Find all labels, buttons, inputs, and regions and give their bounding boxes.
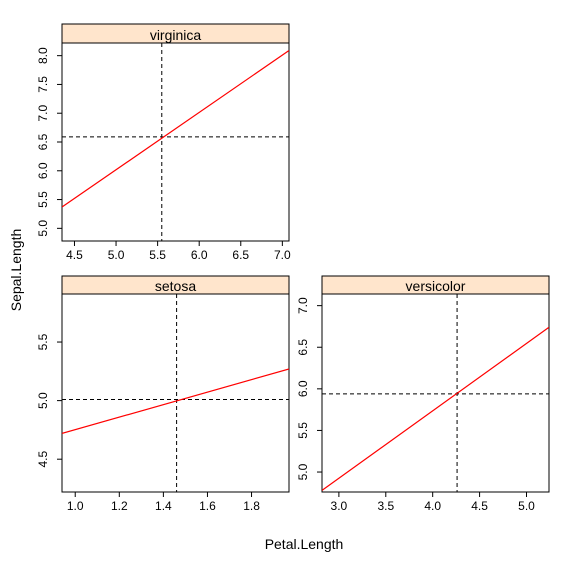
x-tick-label: 5.0: [518, 499, 535, 513]
y-tick-label: 6.5: [296, 339, 310, 356]
panel-frame: [61, 293, 290, 493]
x-axis-title: Petal.Length: [265, 536, 344, 552]
panel-versicolor: versicolor 3.0 3.5 4.0 4.5 5.0 5.0 5.5 6.0 6.5 7.0: [296, 275, 550, 513]
x-tick-label: 4.0: [424, 499, 441, 513]
y-tick-label: 5.0: [296, 463, 310, 480]
y-tick-label: 5.5: [36, 191, 50, 208]
panel-strip-label: virginica: [150, 27, 202, 43]
y-tick-label: 7.0: [36, 105, 50, 122]
x-tick-label: 3.5: [377, 499, 394, 513]
series-line: [62, 49, 289, 208]
y-tick-label: 5.0: [36, 392, 50, 409]
y-tick-label: 6.0: [296, 380, 310, 397]
y-tick-label: 5.5: [36, 333, 50, 350]
y-tick-label: 7.0: [296, 297, 310, 314]
x-tick-label: 5.0: [108, 248, 125, 262]
x-tick-label: 1.2: [111, 499, 128, 513]
y-tick-label: 6.5: [36, 133, 50, 150]
x-tick-label: 1.6: [199, 499, 216, 513]
panel-strip-label: versicolor: [406, 278, 466, 294]
panel-frame: [321, 293, 550, 493]
y-tick-label: 4.5: [36, 451, 50, 468]
panel-setosa: setosa 1.0 1.2 1.4 1.6 1.8 4.5 5.0 5.5: [36, 275, 290, 513]
x-tick-label: 7.0: [274, 248, 291, 262]
panel-strip-label: setosa: [155, 278, 196, 294]
y-tick-label: 6.0: [36, 162, 50, 179]
x-tick-label: 4.5: [66, 248, 83, 262]
x-tick-label: 6.0: [191, 248, 208, 262]
y-tick-label: 5.0: [36, 220, 50, 237]
x-tick-label: 1.0: [67, 499, 84, 513]
x-tick-label: 3.0: [331, 499, 348, 513]
y-tick-label: 5.5: [296, 422, 310, 439]
panel-frame: [61, 42, 290, 242]
x-tick-label: 4.5: [471, 499, 488, 513]
x-tick-label: 5.5: [149, 248, 166, 262]
y-tick-label: 8.0: [36, 47, 50, 64]
x-tick-label: 1.8: [243, 499, 260, 513]
y-tick-label: 7.5: [36, 76, 50, 93]
x-tick-label: 1.4: [155, 499, 172, 513]
x-tick-label: 6.5: [232, 248, 249, 262]
y-axis-title: Sepal.Length: [8, 229, 24, 312]
series-line: [322, 326, 549, 491]
panel-virginica: virginica 4.5 5.0 5.5 6.0 6.5 7.0 5.0 5.5 6.0 6.5 7…: [36, 23, 291, 262]
series-line: [62, 368, 289, 434]
